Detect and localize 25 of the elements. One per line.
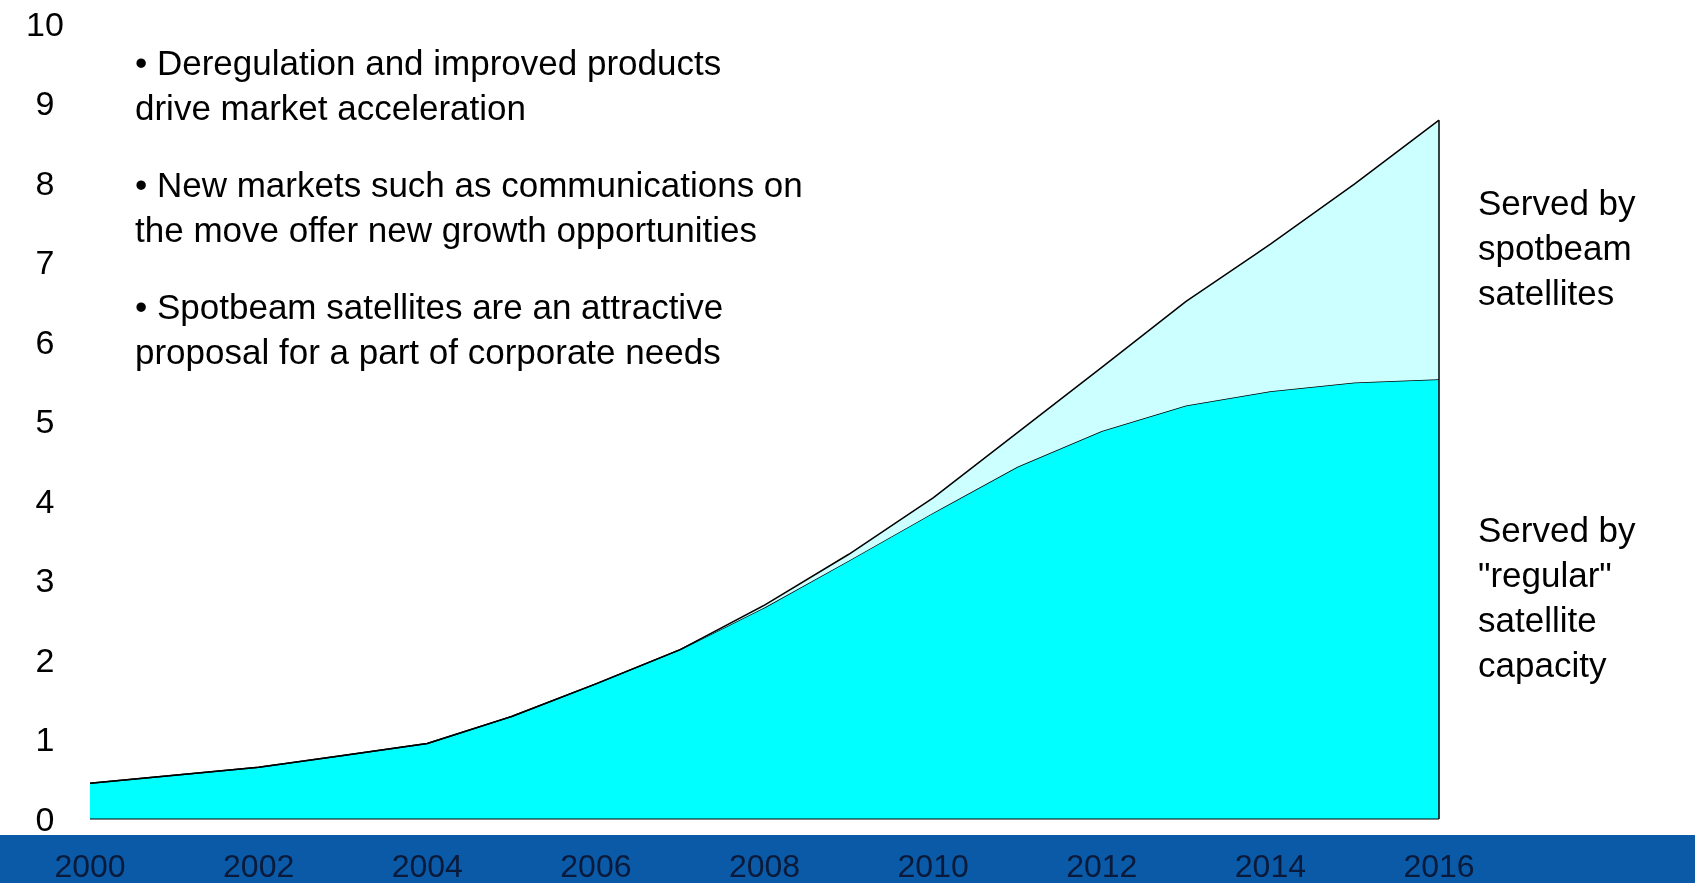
x-tick-label: 2014	[1234, 848, 1306, 883]
x-tick-label: 2006	[560, 848, 632, 883]
x-tick-label: 2016	[1403, 848, 1475, 883]
y-tick-label: 8	[35, 163, 55, 202]
annotation: • Spotbeam satellites are an attractive proposal for a part of corporate needs	[135, 287, 724, 371]
y-tick-label: 3	[35, 561, 55, 600]
series-label: Served by spotbeam satellites	[1478, 182, 1637, 312]
x-tick-label: 2004	[391, 848, 463, 883]
annotation: • Deregulation and improved products drive market acceleration	[135, 43, 722, 127]
y-tick-label: 1	[35, 720, 55, 759]
x-tick-label: 2010	[897, 848, 969, 883]
y-tick-label: 5	[35, 402, 55, 441]
y-tick-label: 4	[35, 481, 55, 520]
y-tick-label: 10	[26, 4, 64, 43]
series-label: Served by "regular" satellite capacity	[1478, 509, 1637, 684]
y-tick-label: 2	[35, 640, 55, 679]
y-tick-label: 0	[35, 799, 55, 838]
y-tick-label: 6	[35, 322, 55, 361]
x-tick-label: 2002	[223, 848, 295, 883]
y-tick-label: 7	[35, 243, 55, 282]
x-tick-label: 2000	[54, 848, 126, 883]
y-tick-label: 9	[35, 84, 55, 123]
annotation: • New markets such as communications on the move offer new growth opportunities	[135, 165, 803, 249]
x-tick-label: 2008	[728, 848, 801, 883]
x-tick-label: 2012	[1066, 848, 1138, 883]
